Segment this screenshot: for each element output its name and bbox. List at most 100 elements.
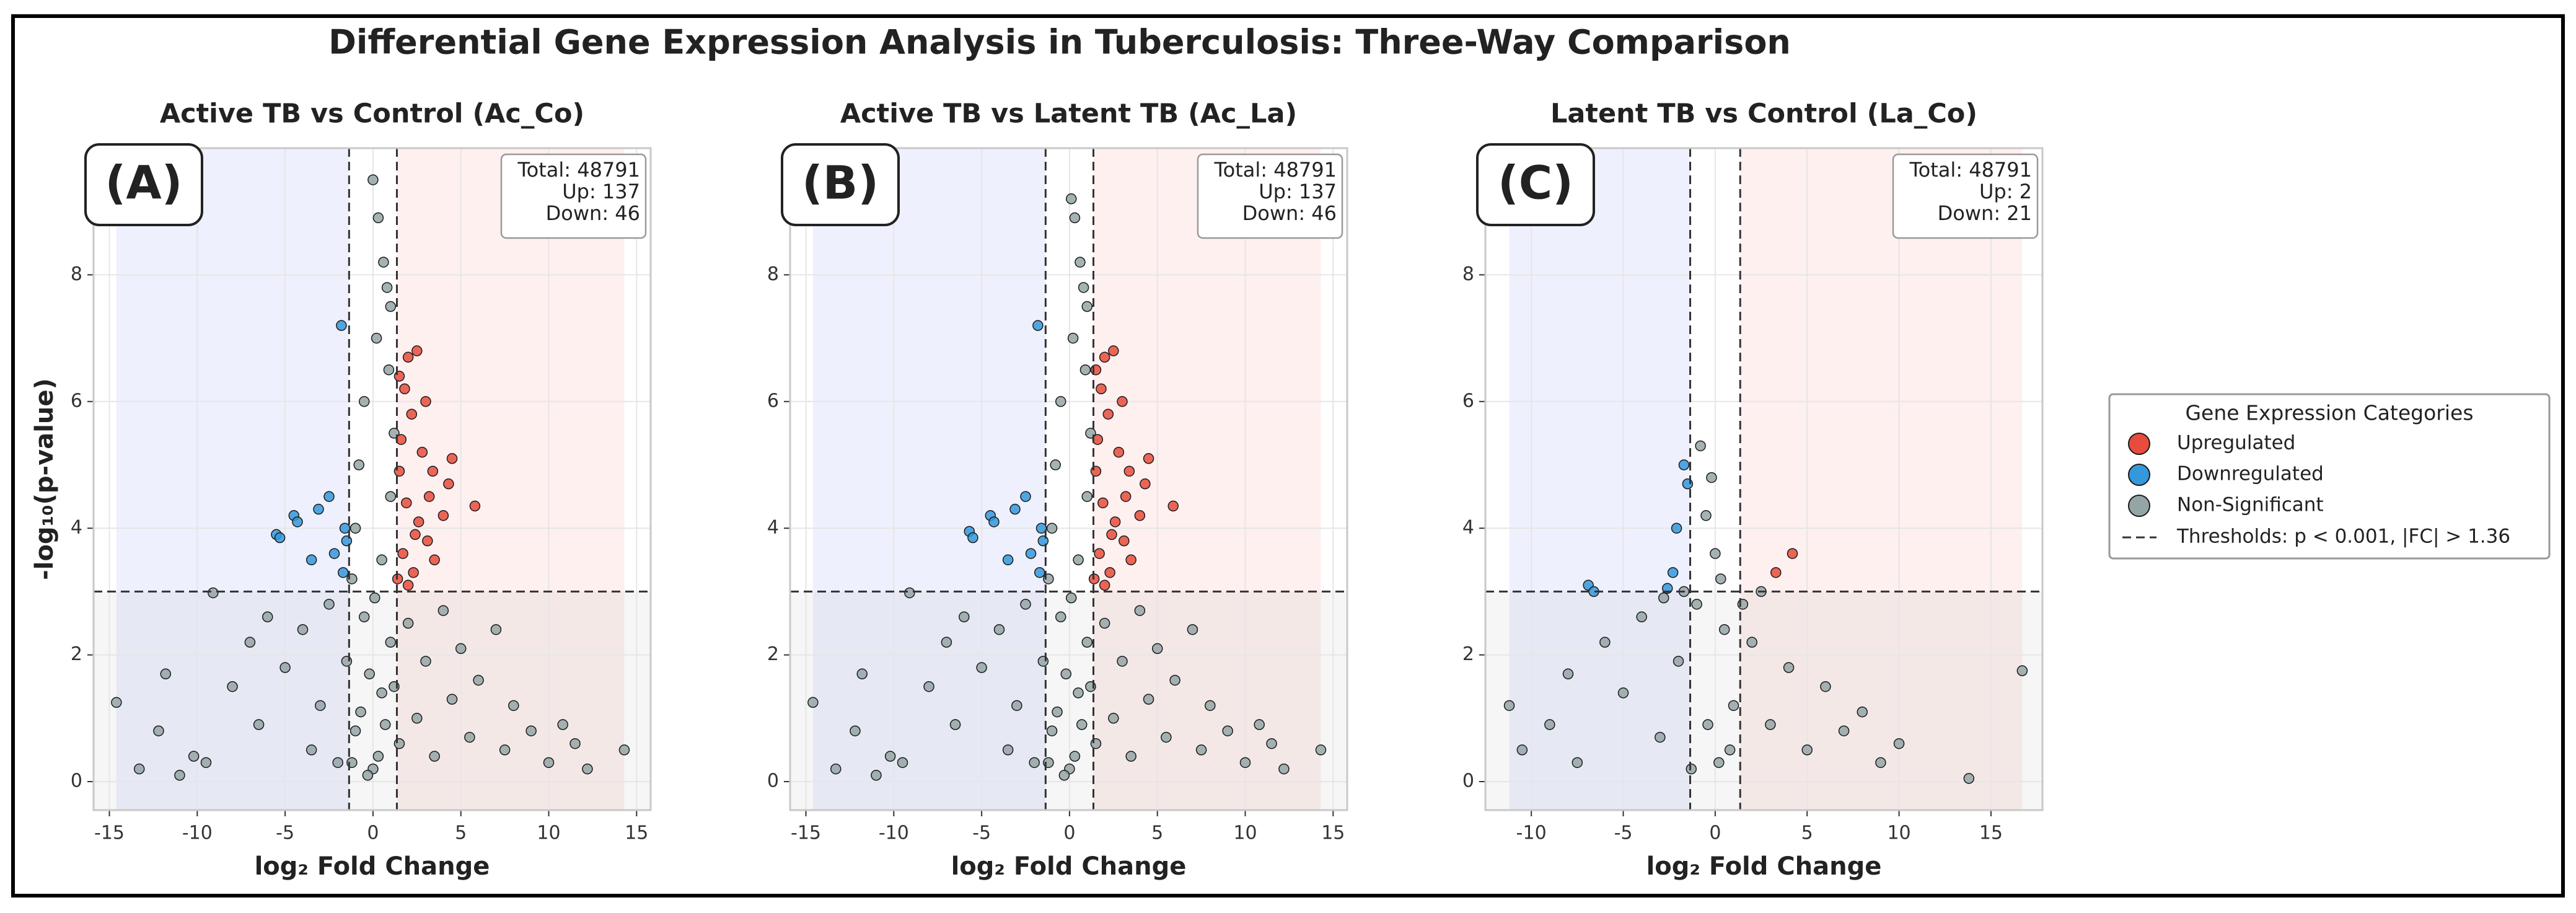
data-point bbox=[1746, 637, 1757, 648]
data-point bbox=[292, 516, 303, 527]
data-point bbox=[1046, 725, 1058, 736]
data-point bbox=[1783, 662, 1795, 673]
data-point bbox=[349, 523, 361, 534]
x-tick-label: 15 bbox=[625, 823, 648, 844]
x-axis-label: log₂ Fold Change bbox=[255, 852, 490, 881]
data-point bbox=[1875, 757, 1886, 769]
down-region bbox=[812, 148, 1046, 810]
data-point bbox=[381, 282, 393, 293]
data-point bbox=[1066, 592, 1077, 604]
x-tick-label: 10 bbox=[537, 823, 560, 844]
data-point bbox=[341, 656, 353, 667]
panel-label: (C) bbox=[1498, 157, 1573, 210]
stats-text: Down: 21 bbox=[1938, 201, 2032, 225]
data-point bbox=[279, 662, 291, 673]
stats-text: Up: 2 bbox=[1979, 180, 2032, 203]
data-point bbox=[355, 706, 366, 718]
data-point bbox=[364, 668, 375, 680]
data-point bbox=[1113, 446, 1125, 458]
data-point bbox=[402, 617, 414, 629]
data-point bbox=[362, 770, 374, 781]
data-point bbox=[1055, 611, 1066, 623]
data-point bbox=[1066, 193, 1077, 205]
data-point bbox=[897, 757, 908, 769]
data-point bbox=[262, 611, 273, 623]
data-point bbox=[306, 744, 317, 756]
data-point bbox=[1222, 725, 1233, 736]
data-point bbox=[1770, 567, 1782, 578]
data-point bbox=[1686, 763, 1697, 775]
data-point bbox=[437, 605, 449, 616]
data-point bbox=[1020, 491, 1031, 502]
legend-marker bbox=[2128, 433, 2150, 455]
data-point bbox=[200, 757, 212, 769]
data-point bbox=[525, 725, 537, 736]
data-point bbox=[174, 770, 185, 781]
data-point bbox=[543, 757, 555, 769]
data-point bbox=[1058, 770, 1070, 781]
x-tick-label: 15 bbox=[1979, 823, 2003, 844]
data-point bbox=[959, 611, 970, 623]
data-point bbox=[227, 681, 238, 692]
data-point bbox=[153, 725, 164, 736]
data-point bbox=[339, 523, 351, 534]
data-point bbox=[1029, 757, 1040, 769]
stats-box bbox=[1892, 153, 2039, 239]
data-point bbox=[1706, 472, 1717, 483]
data-point bbox=[1801, 744, 1813, 756]
data-point bbox=[1090, 364, 1102, 376]
data-point bbox=[160, 668, 172, 680]
data-point bbox=[1713, 757, 1725, 769]
x-tick-label: -10 bbox=[182, 823, 213, 844]
data-point bbox=[1728, 700, 1739, 712]
legend: Gene Expression Categories Thresholds: p… bbox=[2108, 393, 2551, 560]
data-point bbox=[208, 587, 219, 599]
data-point bbox=[416, 446, 428, 458]
data-point bbox=[437, 510, 449, 521]
panel-label-box bbox=[1476, 143, 1595, 226]
data-point bbox=[133, 763, 145, 775]
data-point bbox=[1069, 751, 1081, 762]
data-point bbox=[508, 700, 519, 712]
data-point bbox=[337, 567, 349, 578]
data-point bbox=[490, 624, 502, 635]
y-tick-label: 8 bbox=[1462, 263, 1474, 285]
data-point bbox=[1081, 637, 1093, 648]
data-point bbox=[464, 731, 475, 743]
legend-box bbox=[2108, 393, 2551, 560]
data-point bbox=[378, 257, 389, 268]
data-point bbox=[420, 396, 431, 407]
y-axis-label: -log₁₀(p-value) bbox=[30, 378, 59, 580]
data-point bbox=[1503, 700, 1515, 712]
data-point bbox=[1702, 719, 1713, 730]
y-tick-label: 4 bbox=[1462, 517, 1474, 539]
y-tick-label: 6 bbox=[71, 390, 82, 412]
data-point bbox=[402, 580, 414, 591]
data-point bbox=[423, 491, 435, 502]
y-tick-label: 8 bbox=[767, 263, 779, 285]
legend-marker bbox=[2128, 495, 2150, 517]
data-point bbox=[949, 719, 961, 730]
data-point bbox=[1052, 706, 1063, 718]
data-point bbox=[1658, 592, 1669, 604]
data-point bbox=[1102, 408, 1114, 420]
data-point bbox=[1035, 523, 1047, 534]
data-point bbox=[372, 212, 384, 224]
data-point bbox=[427, 465, 439, 477]
stats-text: Total: 48791 bbox=[517, 158, 640, 182]
data-point bbox=[455, 643, 467, 655]
data-point bbox=[1069, 212, 1081, 224]
data-point bbox=[1266, 738, 1277, 749]
legend-label: Upregulated bbox=[2177, 432, 2295, 454]
y-tick-label: 2 bbox=[1462, 643, 1474, 665]
stats-text: Down: 46 bbox=[546, 201, 640, 225]
data-point bbox=[976, 662, 987, 673]
data-point bbox=[569, 738, 581, 749]
data-point bbox=[884, 751, 896, 762]
data-point bbox=[1963, 773, 1975, 784]
data-point bbox=[369, 592, 380, 604]
data-point bbox=[1099, 351, 1110, 363]
data-point bbox=[1108, 713, 1119, 724]
data-point bbox=[988, 516, 1000, 527]
data-point bbox=[1119, 535, 1130, 547]
